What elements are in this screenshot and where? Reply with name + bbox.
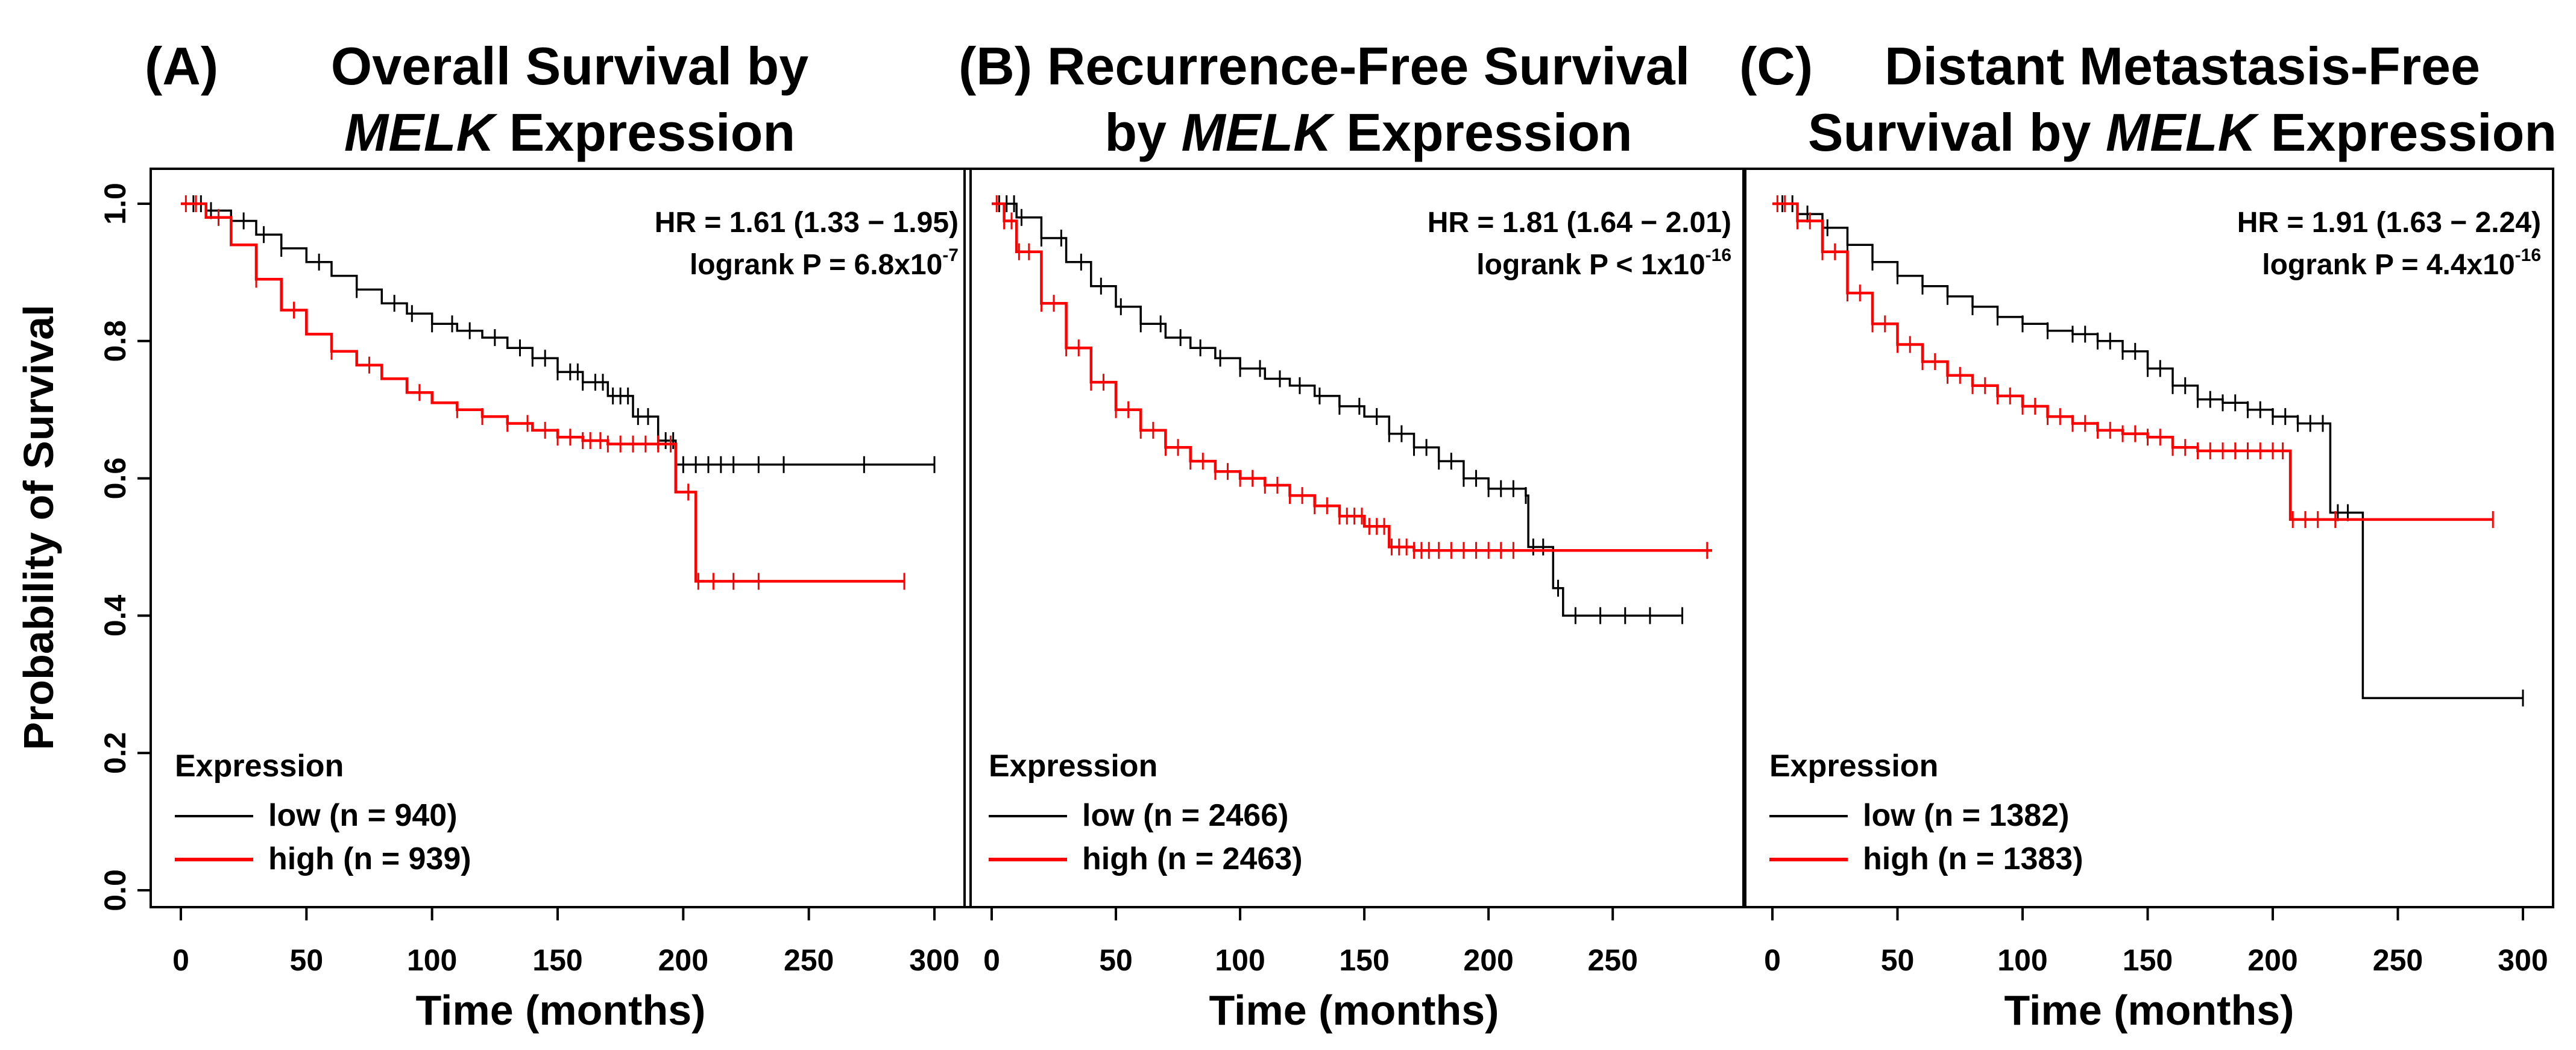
x-tick-label: 100 (1215, 943, 1265, 977)
series-line-low (181, 203, 934, 466)
logrank-p-text: logrank P < 1x10-16 (1476, 245, 1731, 281)
y-axis-label: Probability of Survival (15, 304, 62, 750)
x-tick-label: 100 (1997, 943, 2047, 977)
chart-title-line: Survival by MELK Expression (1808, 102, 2557, 162)
y-tick-label: 0.0 (98, 869, 132, 911)
panel-tag: (A) (145, 36, 218, 96)
legend-entry-high: high (n = 939) (268, 841, 471, 876)
x-tick-label: 0 (1764, 943, 1781, 977)
y-tick-label: 0.2 (98, 732, 132, 774)
y-tick-label: 0.4 (98, 594, 132, 637)
y-tick-label: 0.6 (98, 457, 132, 500)
x-tick-label: 150 (532, 943, 582, 977)
chart-title-line: Distant Metastasis-Free (1885, 36, 2480, 96)
hazard-ratio-text: HR = 1.81 (1.64 − 2.01) (1428, 207, 1731, 239)
logrank-p-text: logrank P = 4.4x10-16 (2262, 245, 2541, 281)
legend-entry-low: low (n = 1382) (1863, 798, 2069, 833)
legend-entry-high: high (n = 1383) (1863, 841, 2083, 876)
x-tick-label: 50 (1099, 943, 1133, 977)
x-axis-label: Time (months) (416, 987, 706, 1034)
y-tick-label: 0.8 (98, 320, 132, 362)
x-tick-label: 250 (1587, 943, 1637, 977)
x-axis-label: Time (months) (1209, 987, 1499, 1034)
x-tick-label: 200 (1463, 943, 1513, 977)
legend-entry-low: low (n = 2466) (1082, 798, 1288, 833)
x-tick-label: 50 (290, 943, 324, 977)
x-tick-label: 300 (909, 943, 959, 977)
chart-title-line: MELK Expression (344, 102, 795, 162)
panel-tag: (C) (1739, 36, 1813, 96)
plot-frame (150, 168, 972, 908)
x-tick-label: 0 (983, 943, 1000, 977)
x-tick-label: 250 (784, 943, 834, 977)
plot-frame (963, 168, 1745, 908)
chart-title-line: Recurrence-Free Survival (1047, 36, 1690, 96)
x-axis-label: Time (months) (2004, 987, 2294, 1034)
legend-entry-high: high (n = 2463) (1082, 841, 1303, 876)
hazard-ratio-text: HR = 1.91 (1.63 − 2.24) (2237, 207, 2541, 239)
x-tick-label: 0 (172, 943, 189, 977)
y-tick-label: 1.0 (98, 183, 132, 225)
x-tick-label: 300 (2498, 943, 2548, 977)
series-line-high (992, 202, 1712, 552)
legend-entry-low: low (n = 940) (268, 798, 458, 833)
logrank-p-text: logrank P = 6.8x10-7 (690, 245, 959, 281)
x-tick-label: 250 (2373, 943, 2423, 977)
x-tick-label: 200 (2247, 943, 2297, 977)
plot-frame (1744, 168, 2554, 908)
x-tick-label: 200 (658, 943, 708, 977)
x-tick-label: 50 (1881, 943, 1915, 977)
legend-title: Expression (989, 749, 1157, 784)
hazard-ratio-text: HR = 1.61 (1.33 − 1.95) (655, 207, 959, 239)
chart-title-line: by MELK Expression (1104, 102, 1632, 162)
x-tick-label: 150 (2123, 943, 2173, 977)
panel-tag: (B) (959, 36, 1032, 96)
chart-title-line: Overall Survival by (331, 36, 808, 96)
legend-title: Expression (1769, 749, 1938, 784)
legend-title: Expression (175, 749, 344, 784)
x-tick-label: 150 (1339, 943, 1389, 977)
x-tick-label: 100 (407, 943, 457, 977)
